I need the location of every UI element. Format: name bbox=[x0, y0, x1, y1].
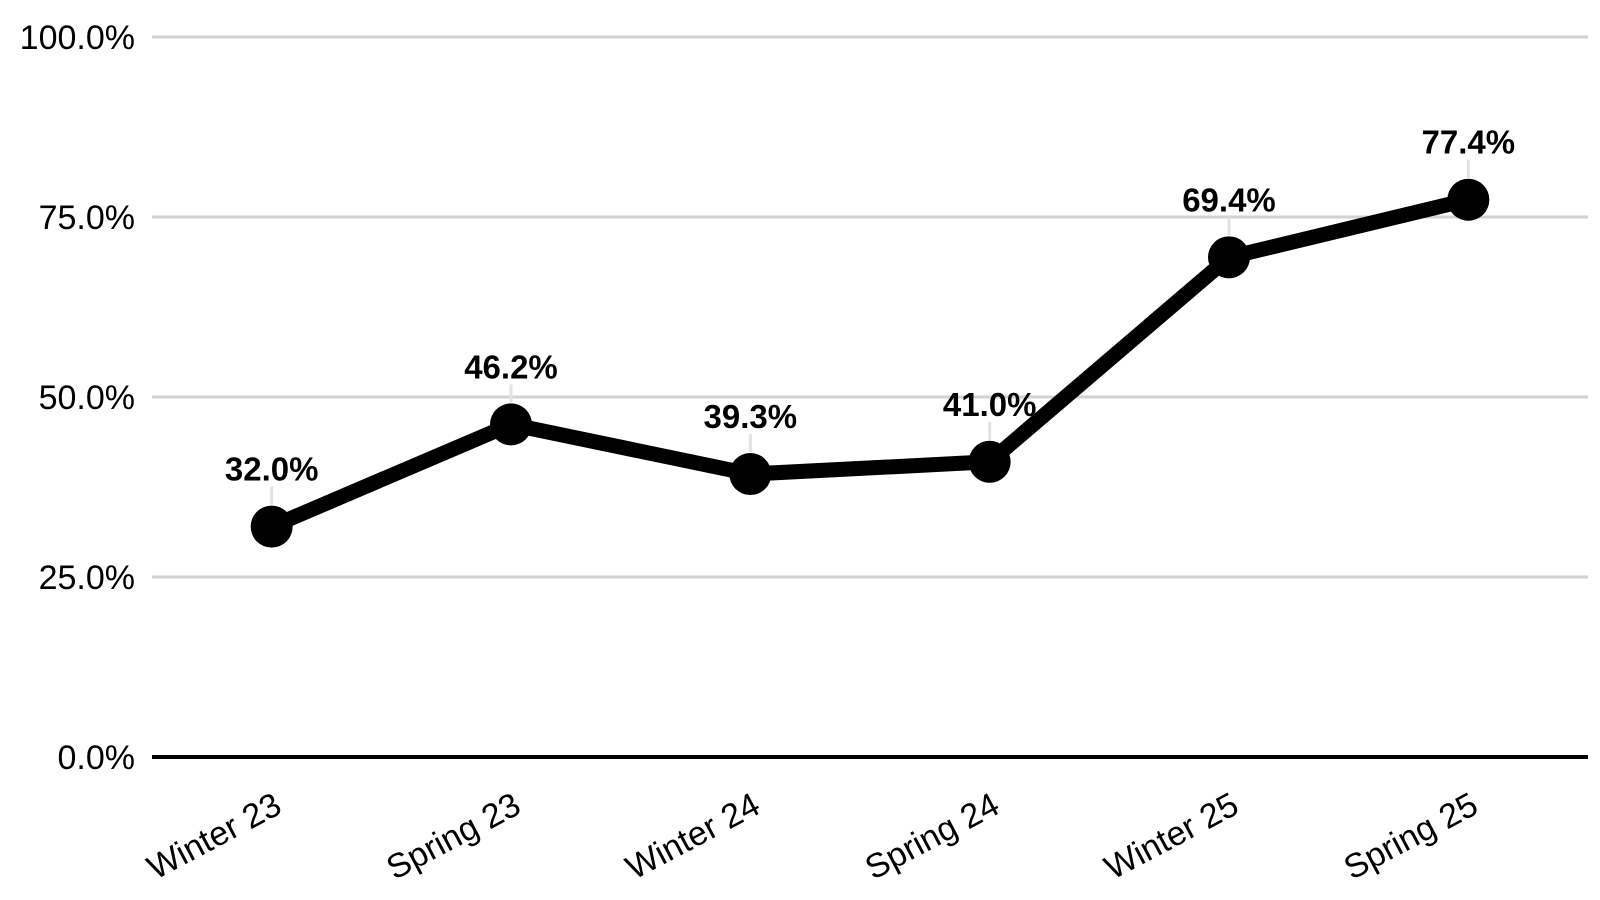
label-leader-lines bbox=[270, 159, 1470, 505]
y-axis-labels: 0.0% 25.0% 50.0% 75.0% 100.0% bbox=[20, 19, 135, 777]
x-axis-labels: Winter 23 Spring 23 Winter 24 Spring 24 Wint… bbox=[141, 786, 1484, 888]
data-label: 69.4% bbox=[1182, 181, 1276, 218]
data-point bbox=[729, 453, 772, 496]
data-label: 39.3% bbox=[704, 398, 798, 435]
data-label: 41.0% bbox=[943, 386, 1037, 423]
y-tick-label: 75.0% bbox=[39, 199, 135, 237]
data-label: 46.2% bbox=[464, 348, 558, 385]
data-label: 32.0% bbox=[225, 451, 319, 488]
x-tick-label: Spring 24 bbox=[859, 786, 1005, 888]
data-label: 77.4% bbox=[1422, 124, 1516, 161]
data-point bbox=[250, 505, 293, 548]
y-tick-label: 50.0% bbox=[39, 379, 135, 417]
x-tick-label: Winter 24 bbox=[620, 786, 766, 888]
data-point bbox=[1208, 236, 1250, 279]
x-tick-label: Winter 23 bbox=[141, 786, 287, 888]
x-tick-label: Winter 25 bbox=[1098, 786, 1244, 888]
data-series bbox=[250, 178, 1490, 548]
x-tick-label: Spring 23 bbox=[380, 786, 526, 888]
data-point bbox=[1447, 178, 1490, 221]
y-tick-label: 25.0% bbox=[39, 559, 135, 597]
y-tick-label: 0.0% bbox=[58, 739, 136, 777]
data-point bbox=[490, 403, 532, 446]
data-labels: 32.0% 46.2% 39.3% 41.0% 69.4% 77.4% bbox=[225, 124, 1515, 488]
y-tick-label: 100.0% bbox=[20, 19, 135, 57]
series-line bbox=[264, 192, 1476, 535]
data-point bbox=[968, 440, 1011, 483]
x-tick-label: Spring 25 bbox=[1338, 786, 1484, 888]
gridlines-layer bbox=[152, 35, 1588, 759]
